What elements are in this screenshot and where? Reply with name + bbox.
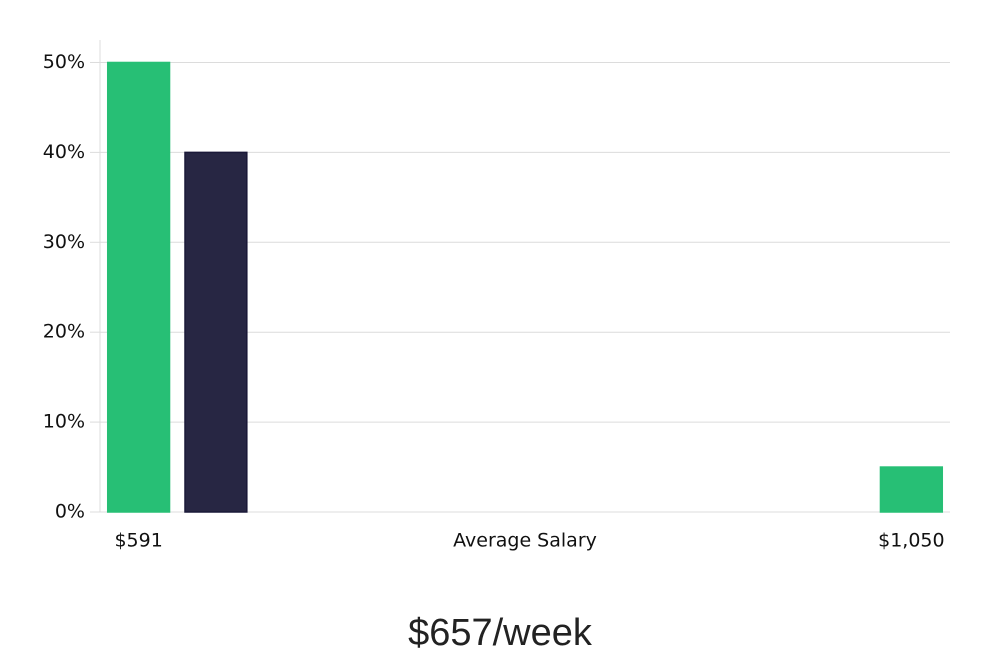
y-tick-label: 50%	[43, 51, 85, 73]
y-tick-label: 10%	[43, 411, 85, 433]
x-tick-label: $591	[114, 530, 162, 552]
bar	[106, 61, 171, 513]
y-tick-label: 20%	[43, 321, 85, 343]
bar	[184, 151, 248, 513]
summary: $657/week	[408, 612, 593, 654]
y-tick-label: 30%	[43, 231, 85, 253]
bar	[879, 466, 944, 513]
y-tick-label: 40%	[43, 141, 85, 163]
y-tick-label: 0%	[55, 501, 85, 523]
x-axis-label: Average Salary	[453, 530, 597, 552]
x-tick-label: $1,050	[878, 530, 944, 552]
